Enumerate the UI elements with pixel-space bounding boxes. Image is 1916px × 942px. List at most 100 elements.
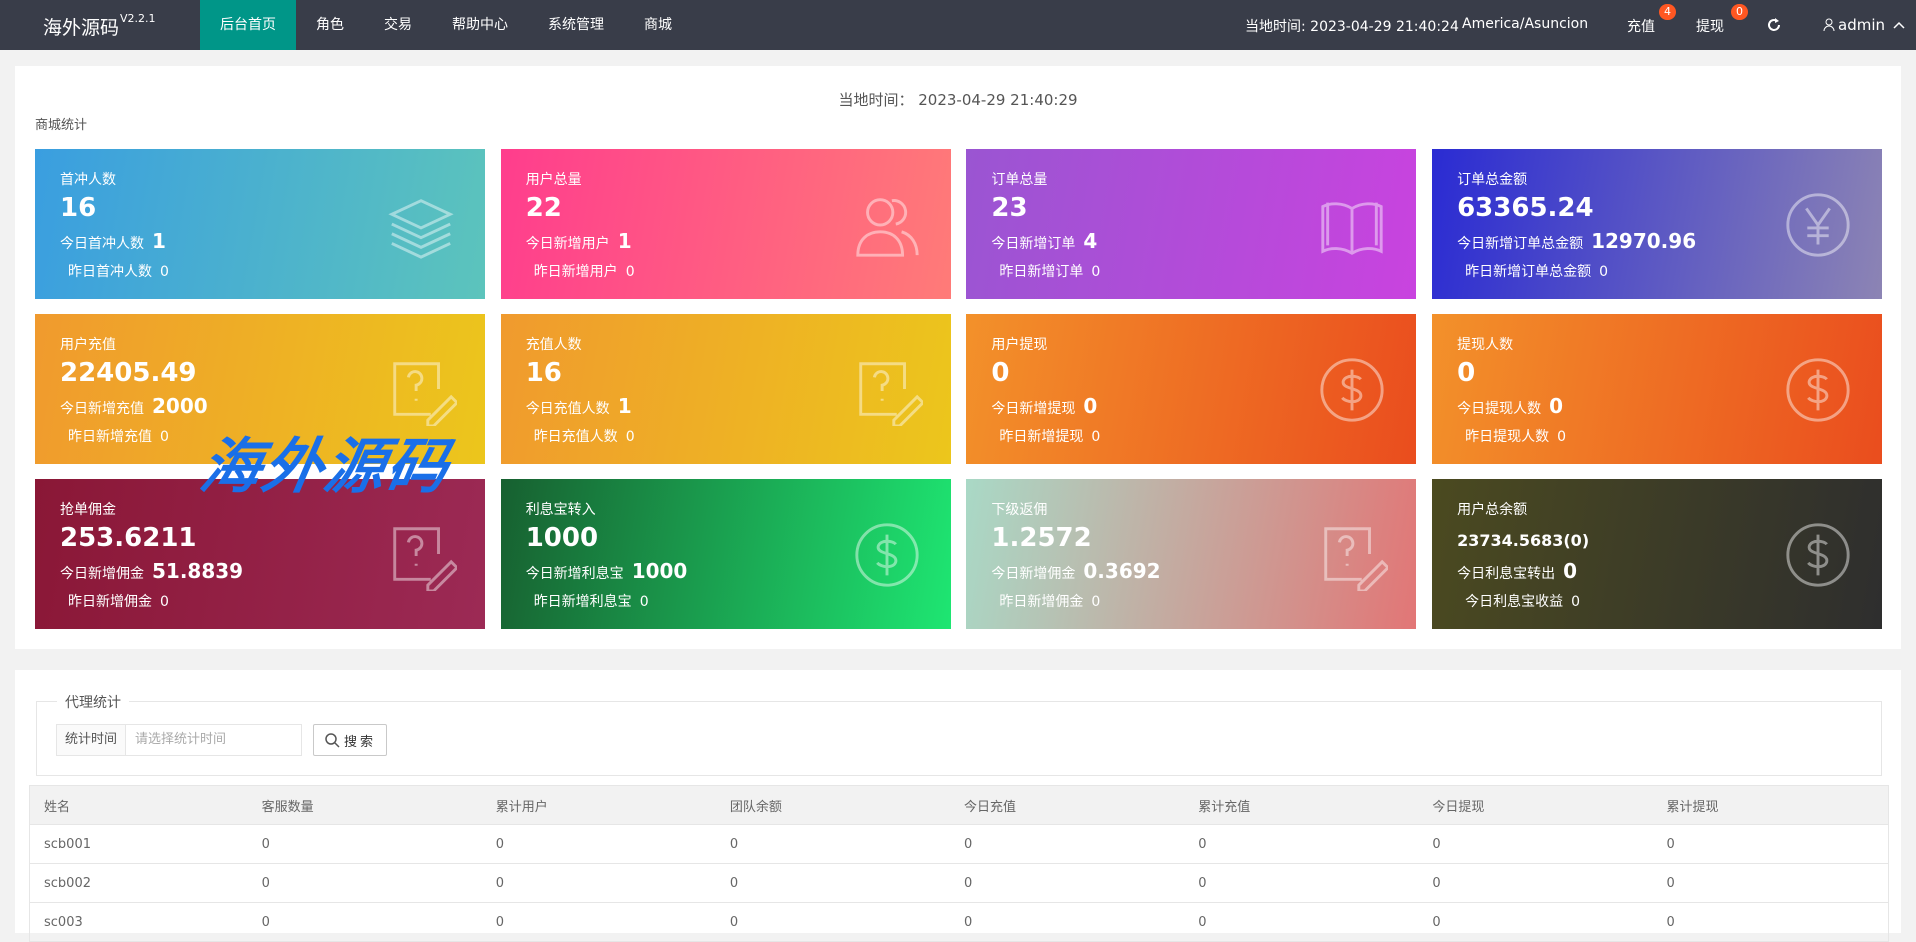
today-value: 51.8839 — [152, 559, 244, 583]
yesterday-line: 昨日新增订单总金额 0 — [1457, 261, 1608, 281]
watermark: 海外源码 — [194, 432, 456, 502]
today-label: 今日首冲人数 — [60, 236, 144, 252]
stat-card: 订单总量 23 今日新增订单 4 昨日新增订单 0 — [966, 149, 1417, 299]
today-line: 今日新增佣金 51.8839 — [60, 559, 243, 583]
card-title: 抢单佣金 — [60, 502, 116, 518]
recharge[interactable]: 充值 — [1627, 19, 1655, 35]
timezone: America/Asuncion — [1462, 16, 1589, 32]
cell: 0 — [247, 902, 482, 942]
today-line: 今日新增订单总金额 12970.96 — [1457, 229, 1696, 253]
date-field[interactable]: 统计时间 请选择统计时间 — [56, 724, 302, 756]
yesterday-line: 昨日新增订单 0 — [991, 261, 1100, 281]
today-value: 1000 — [631, 559, 688, 583]
today-line: 今日利息宝转出 0 — [1457, 559, 1577, 583]
yesterday-value: 0 — [625, 429, 635, 445]
yesterday-label: 昨日新增订单总金额 — [1465, 264, 1592, 280]
card-icon — [1320, 358, 1385, 422]
search-button[interactable]: 搜索 — [313, 724, 387, 756]
legend: 代理统计 — [57, 692, 129, 712]
menu-item[interactable]: 交易 — [384, 17, 412, 33]
cell: 0 — [715, 863, 951, 903]
yesterday-line: 昨日新增佣金 0 — [991, 591, 1100, 611]
today-label: 今日新增佣金 — [991, 566, 1076, 582]
today-value: 1 — [617, 394, 632, 418]
today-label: 今日新增订单 — [991, 236, 1076, 252]
card-title: 提现人数 — [1457, 337, 1514, 353]
stat-card: 抢单佣金 253.6211 今日新增佣金 51.8839 昨日新增佣金 0 — [35, 479, 485, 629]
badge: 4 — [1659, 4, 1676, 20]
today-line: 今日充值人数 1 — [526, 394, 632, 418]
yesterday-value: 0 — [1557, 429, 1567, 445]
cell: 0 — [481, 902, 716, 942]
cell: scb001 — [29, 824, 248, 864]
menu-item[interactable]: 商城 — [644, 17, 672, 33]
agent-table: 姓名 客服数量 累计用户 团队余额 今日充值 累计充值 今日提现 累计提现 scb001 0 0 0 0… — [29, 785, 1889, 942]
today-label: 今日提现人数 — [1457, 401, 1542, 417]
cell: 0 — [481, 863, 716, 903]
card-value: 0 — [1457, 358, 1476, 388]
today-line: 今日新增用户 1 — [526, 229, 632, 253]
today-value: 2000 — [152, 394, 208, 418]
yesterday-value: 0 — [1571, 594, 1581, 610]
withdraw[interactable]: 提现 — [1696, 19, 1724, 35]
yesterday-label: 昨日新增提现 — [999, 429, 1084, 445]
user[interactable]: admin — [1838, 16, 1885, 34]
placeholder: 请选择统计时间 — [135, 732, 227, 747]
section-title: 商城统计 — [35, 118, 88, 133]
cell: 0 — [1418, 863, 1653, 903]
yesterday-value: 0 — [639, 594, 649, 610]
card-value: 22405.49 — [60, 358, 197, 388]
user-icon — [1823, 18, 1835, 32]
today-label: 今日新增提现 — [991, 401, 1076, 417]
stat-card: 下级返佣 1.2572 今日新增佣金 0.3692 昨日新增佣金 0 — [966, 479, 1417, 629]
fieldset — [36, 701, 1882, 776]
today-line: 今日新增订单 4 — [991, 229, 1097, 253]
cell: 0 — [1652, 824, 1889, 864]
menu-item[interactable]: 角色 — [316, 17, 344, 33]
yesterday-label: 昨日新增充值 — [68, 429, 152, 445]
today-line: 今日提现人数 0 — [1457, 394, 1563, 418]
card-icon — [1786, 193, 1850, 257]
card-value: 16 — [60, 193, 97, 223]
card-value: 23 — [991, 193, 1028, 223]
version: V2.2.1 — [120, 12, 156, 25]
cell: 0 — [1418, 824, 1653, 864]
yesterday-value: 0 — [1091, 264, 1101, 280]
menu-item[interactable]: 后台首页 — [200, 0, 296, 50]
card-title: 首冲人数 — [60, 172, 116, 188]
refresh-icon[interactable] — [1766, 17, 1782, 33]
card-icon — [1321, 202, 1384, 255]
card-icon — [393, 362, 457, 426]
today-value: 0.3692 — [1083, 559, 1161, 583]
cell: 0 — [1652, 863, 1889, 903]
card-icon — [1324, 527, 1389, 591]
yesterday-label: 昨日首冲人数 — [68, 264, 152, 280]
yesterday-label: 昨日新增用户 — [533, 264, 618, 280]
yesterday-value: 0 — [160, 594, 169, 610]
card-title: 订单总量 — [991, 172, 1048, 188]
stat-card: 用户总量 22 今日新增用户 1 昨日新增用户 0 — [500, 149, 951, 299]
stat-card: 订单总金额 63365.24 今日新增订单总金额 12970.96 昨日新增订单总金额 0 — [1432, 149, 1883, 299]
today-value: 12970.96 — [1591, 229, 1697, 253]
today-value: 0 — [1083, 394, 1098, 418]
today-label: 今日新增佣金 — [60, 566, 144, 582]
card-value: 1.2572 — [991, 523, 1092, 553]
card-icon — [393, 527, 457, 591]
menu-item[interactable]: 帮助中心 — [452, 17, 508, 33]
table-row: scb002 0 0 0 0 0 0 0 — [29, 863, 1889, 903]
menu-item[interactable]: 系统管理 — [548, 17, 604, 33]
cell: 0 — [1652, 902, 1889, 942]
menu: 后台首页 角色 交易 帮助中心 系统管理 商城 — [200, 0, 692, 50]
header-row: 姓名 客服数量 累计用户 团队余额 今日充值 累计充值 今日提现 累计提现 — [29, 785, 1889, 825]
yesterday-label: 昨日提现人数 — [1465, 429, 1550, 445]
time: 2023-04-29 21:40:24 — [1310, 19, 1459, 35]
column-header: 累计充值 — [1184, 785, 1419, 825]
cell: 0 — [1184, 863, 1419, 903]
stat-card: 提现人数 0 今日提现人数 0 昨日提现人数 0 — [1432, 314, 1883, 464]
cell: 0 — [950, 902, 1185, 942]
mall-time: 当地时间： 2023-04-29 21:40:29 — [0, 89, 1916, 110]
card-icon — [856, 198, 919, 257]
card-title: 下级返佣 — [991, 502, 1048, 518]
card-value: 1000 — [525, 523, 599, 553]
badge: 0 — [1731, 4, 1748, 20]
